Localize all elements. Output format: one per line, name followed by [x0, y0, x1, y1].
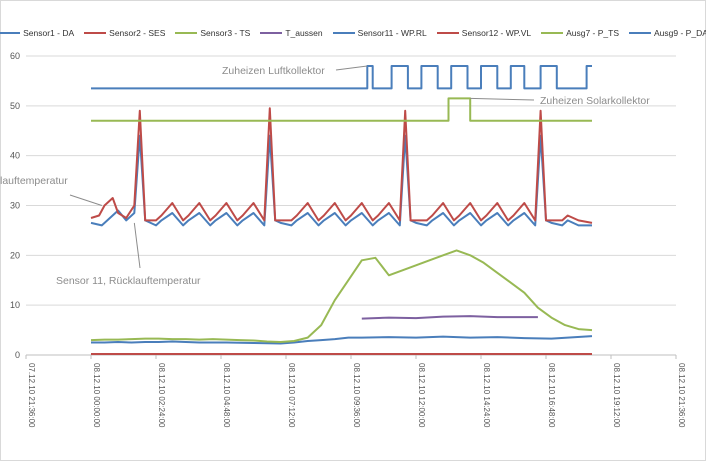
legend-item: Sensor12 - WP.VL: [436, 24, 532, 42]
y-tick-label: 40: [10, 151, 20, 161]
x-tick-label: 07.12.10 21:36:00: [27, 363, 36, 428]
y-tick-label: 10: [10, 300, 20, 310]
legend-swatch: [436, 32, 459, 34]
x-tick-label: 08.12.10 19:12:00: [612, 363, 621, 428]
annotation-leader: [133, 222, 141, 269]
series-line-6: [90, 107, 593, 224]
annotation-label: Sensor 11, Rücklauftemperatur: [56, 275, 201, 287]
legend-item: Ausg7 - P_TS: [541, 24, 619, 42]
legend-item: Sensor3 - TS: [175, 24, 250, 42]
legend-item: Sensor1 - DA: [0, 24, 74, 42]
legend-swatch: [84, 32, 107, 34]
x-tick-label: 08.12.10 16:48:00: [547, 363, 556, 428]
legend-label: Sensor1 - DA: [23, 28, 75, 38]
legend-label: Sensor12 - WP.VL: [461, 28, 532, 38]
annotation-label: lauftemperatur: [0, 175, 68, 187]
legend-label: Ausg9 - P_DA: [654, 28, 706, 38]
x-tick-label: 08.12.10 04:48:00: [222, 363, 231, 428]
y-tick-label: 0: [15, 350, 20, 360]
x-tick-label: 08.12.10 09:36:00: [352, 363, 361, 428]
legend-label: T_aussen: [285, 28, 323, 38]
annotation-label: Zuheizen Luftkollektor: [222, 65, 325, 77]
legend: Sensor1 - DA Sensor2 - SES Sensor3 - TS T_a…: [0, 24, 706, 42]
y-tick-label: 60: [10, 51, 20, 61]
legend-swatch: [175, 32, 198, 34]
legend-label: Sensor3 - TS: [200, 28, 251, 38]
series-line-3: [90, 249, 593, 343]
legend-item: Ausg9 - P_DA: [629, 24, 706, 42]
legend-swatch: [541, 32, 564, 34]
series-line-8: [91, 65, 592, 90]
y-tick-label: 50: [10, 101, 20, 111]
legend-label: Sensor2 - SES: [109, 28, 166, 38]
legend-item: Sensor2 - SES: [84, 24, 165, 42]
legend-swatch: [332, 32, 355, 34]
legend-swatch: [629, 32, 652, 34]
legend-label: Ausg7 - P_TS: [566, 28, 620, 38]
x-tick-label: 08.12.10 07:12:00: [287, 363, 296, 428]
annotation-leader: [69, 194, 102, 206]
x-tick-label: 08.12.10 14:24:00: [482, 363, 491, 428]
y-tick-label: 30: [10, 201, 20, 211]
x-tick-label: 08.12.10 02:24:00: [157, 363, 166, 428]
legend-item: Sensor11 - WP.RL: [332, 24, 427, 42]
legend-item: T_aussen: [260, 24, 323, 42]
x-tick-label: 08.12.10 00:00:00: [92, 363, 101, 428]
x-tick-label: 08.12.10 21:36:00: [677, 363, 686, 428]
x-tick-label: 08.12.10 12:00:00: [417, 363, 426, 428]
annotation-leader: [335, 65, 368, 71]
series-line-7: [91, 97, 592, 122]
series-line-1: [91, 335, 593, 345]
legend-swatch: [0, 32, 21, 34]
legend-swatch: [260, 32, 283, 34]
annotation-leader: [470, 97, 535, 101]
legend-label: Sensor11 - WP.RL: [357, 28, 427, 38]
series-line-5: [90, 134, 592, 227]
series-line-4: [361, 315, 538, 320]
y-tick-label: 20: [10, 250, 20, 260]
annotation-label: Zuheizen Solarkollektor: [540, 95, 650, 107]
